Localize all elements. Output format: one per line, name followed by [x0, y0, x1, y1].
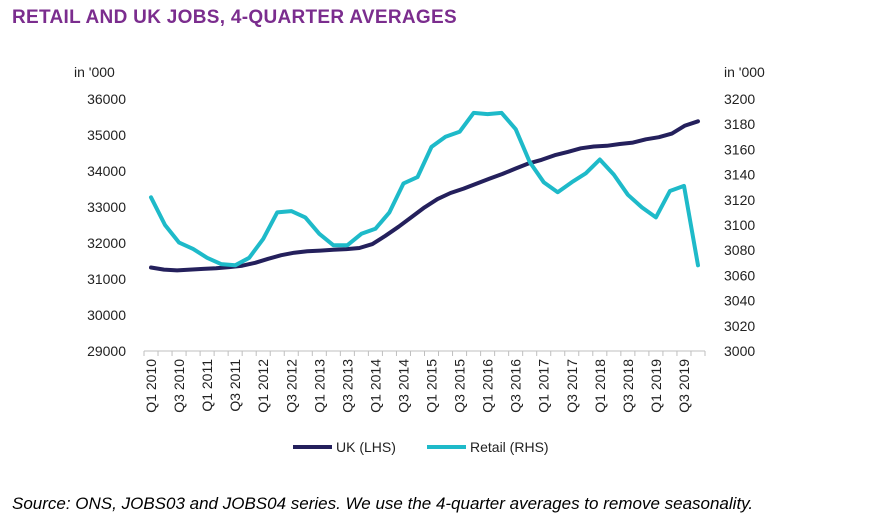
x-tick-label: Q3 2012 — [283, 359, 299, 413]
right-tick-label: 3100 — [724, 217, 755, 233]
right-tick-label: 3180 — [724, 116, 755, 132]
x-tick-label: Q3 2016 — [508, 359, 524, 413]
series-line-uk — [149, 119, 700, 273]
chart-title: RETAIL AND UK JOBS, 4-QUARTER AVERAGES — [12, 7, 457, 28]
right-tick-label: 3000 — [724, 343, 755, 359]
left-tick-label: 35000 — [87, 127, 126, 143]
x-tick-label: Q1 2016 — [480, 359, 496, 413]
line-chart: 29000 30000 31000 32000 33000 34000 35000 36000… — [74, 64, 765, 455]
left-tick-label: 33000 — [87, 199, 126, 215]
x-tick-label: Q1 2017 — [536, 359, 552, 413]
right-tick-label: 3200 — [724, 91, 755, 107]
left-tick-label: 36000 — [87, 91, 126, 107]
right-tick-label: 3120 — [724, 192, 755, 208]
x-tick-label: Q1 2010 — [143, 359, 159, 413]
x-tick-label: Q1 2013 — [311, 359, 327, 413]
x-tick-label: Q3 2010 — [171, 359, 187, 413]
left-tick-label: 34000 — [87, 163, 126, 179]
x-tick-label: Q1 2011 — [199, 359, 215, 412]
x-axis: Q1 2010 Q3 2010 Q1 2011 Q3 2011 Q1 2012 Q3 20… — [143, 351, 706, 413]
left-tick-label: 30000 — [87, 307, 126, 323]
x-tick-label: Q3 2018 — [620, 359, 636, 413]
x-tick-label: Q3 2013 — [339, 359, 355, 413]
x-tick-label: Q3 2011 — [227, 359, 243, 412]
right-tick-label: 3020 — [724, 318, 755, 334]
left-tick-label: 29000 — [87, 343, 126, 359]
right-tick-label: 3060 — [724, 267, 755, 283]
legend: UK (LHS) Retail (RHS) — [293, 439, 549, 455]
x-tick-label: Q3 2014 — [395, 359, 411, 413]
right-axis-unit-label: in '000 — [724, 64, 765, 80]
x-tick-label: Q3 2017 — [564, 359, 580, 413]
x-tick-label: Q1 2019 — [648, 359, 664, 413]
left-tick-label: 31000 — [87, 271, 126, 287]
x-tick-label: Q1 2018 — [592, 359, 608, 413]
series-line-retail — [149, 110, 700, 268]
legend-label-uk: UK (LHS) — [336, 439, 396, 455]
x-tick-label: Q3 2015 — [452, 359, 468, 413]
x-tick-label: Q1 2015 — [424, 359, 440, 413]
right-tick-label: 3160 — [724, 141, 755, 157]
x-tick-label: Q1 2014 — [367, 359, 383, 413]
left-tick-label: 32000 — [87, 235, 126, 251]
left-axis-unit-label: in '000 — [74, 64, 115, 80]
right-tick-label: 3080 — [724, 242, 755, 258]
left-axis: 29000 30000 31000 32000 33000 34000 35000 36000 — [87, 91, 126, 359]
right-tick-label: 3040 — [724, 293, 755, 309]
legend-label-retail: Retail (RHS) — [470, 439, 549, 455]
source-note: Source: ONS, JOBS03 and JOBS04 series. W… — [12, 494, 754, 513]
x-tick-label: Q3 2019 — [676, 359, 692, 413]
x-tick-label: Q1 2012 — [255, 359, 271, 413]
right-axis: 3000 3020 3040 3060 3080 3100 3120 3140 3160 3180… — [724, 91, 755, 359]
right-tick-label: 3140 — [724, 167, 755, 183]
